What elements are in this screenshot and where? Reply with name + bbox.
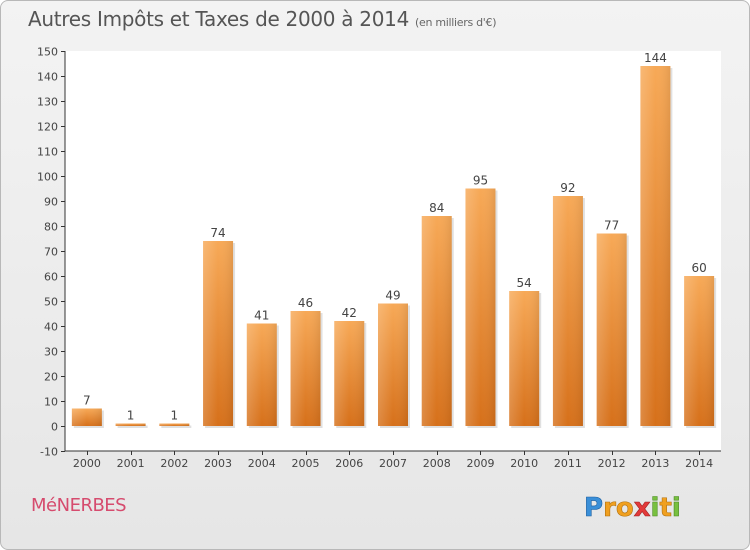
- y-tick-label: 70: [44, 246, 58, 259]
- bar-highlight: [509, 291, 540, 426]
- y-tick-label: 10: [44, 396, 58, 409]
- data-label: 46: [298, 296, 313, 310]
- bar-highlight: [115, 423, 146, 426]
- x-tick-label: 2008: [423, 457, 451, 470]
- y-tick-label: 130: [37, 96, 58, 109]
- y-tick-label: 20: [44, 371, 58, 384]
- bar-highlight: [552, 196, 583, 426]
- data-label: 42: [342, 306, 357, 320]
- x-tick-label: 2002: [160, 457, 188, 470]
- x-tick-label: 2007: [379, 457, 407, 470]
- x-tick-label: 2011: [554, 457, 582, 470]
- bar-highlight: [465, 188, 496, 426]
- data-label: 1: [127, 409, 135, 423]
- bar-highlight: [71, 408, 102, 426]
- x-tick-label: 2009: [466, 457, 494, 470]
- bar-highlight: [203, 241, 234, 426]
- y-tick-label: 0: [51, 421, 58, 434]
- y-tick-label: 60: [44, 271, 58, 284]
- data-label: 7: [83, 394, 91, 408]
- chart-title-unit: (en milliers d'€): [415, 16, 497, 29]
- y-tick-label: 150: [37, 46, 58, 59]
- data-label: 1: [171, 409, 179, 423]
- data-label: 41: [254, 309, 269, 323]
- bar-shadow: [161, 425, 192, 428]
- data-label: 92: [560, 181, 575, 195]
- data-label: 49: [385, 289, 400, 303]
- data-label: 84: [429, 201, 444, 215]
- bar-highlight: [596, 233, 627, 426]
- commune-name: MéNERBES: [31, 495, 127, 516]
- svg-text:Proxiti: Proxiti: [584, 493, 681, 523]
- x-tick-label: 2003: [204, 457, 232, 470]
- proxiti-logo: Proxiti: [584, 493, 681, 523]
- y-tick-label: 90: [44, 196, 58, 209]
- chart-title-text: Autres Impôts et Taxes de 2000 à 2014: [28, 7, 409, 31]
- bar-highlight: [159, 423, 190, 426]
- x-tick-label: 2012: [598, 457, 626, 470]
- y-tick-label: -10: [40, 446, 58, 459]
- data-label: 144: [644, 51, 667, 65]
- bar-highlight: [640, 66, 671, 426]
- bar-highlight: [378, 303, 408, 426]
- y-tick-label: 80: [44, 221, 58, 234]
- y-tick-label: 140: [37, 71, 58, 84]
- x-tick-label: 2000: [73, 457, 101, 470]
- x-tick-label: 2004: [248, 457, 276, 470]
- x-tick-label: 2005: [292, 457, 320, 470]
- x-tick-label: 2006: [335, 457, 363, 470]
- data-label: 74: [210, 226, 225, 240]
- x-tick-label: 2014: [685, 457, 713, 470]
- y-tick-label: 100: [37, 171, 58, 184]
- bar-highlight: [246, 323, 277, 426]
- y-tick-label: 50: [44, 296, 58, 309]
- bar-shadow: [117, 425, 148, 428]
- x-tick-label: 2001: [117, 457, 145, 470]
- data-label: 77: [604, 219, 619, 233]
- x-tick-label: 2010: [510, 457, 538, 470]
- chart-title: Autres Impôts et Taxes de 2000 à 2014 (en…: [28, 7, 496, 31]
- y-tick-label: 40: [44, 321, 58, 334]
- data-label: 95: [473, 174, 488, 188]
- bar-highlight: [334, 321, 365, 426]
- x-tick-label: 2013: [641, 457, 669, 470]
- bar-highlight: [290, 311, 321, 426]
- data-label: 54: [517, 276, 532, 290]
- bar-highlight: [421, 216, 452, 426]
- data-label: 60: [691, 261, 706, 275]
- y-tick-label: 110: [37, 146, 58, 159]
- y-tick-label: 30: [44, 346, 58, 359]
- y-tick-label: 120: [37, 121, 58, 134]
- bar-highlight: [684, 276, 715, 426]
